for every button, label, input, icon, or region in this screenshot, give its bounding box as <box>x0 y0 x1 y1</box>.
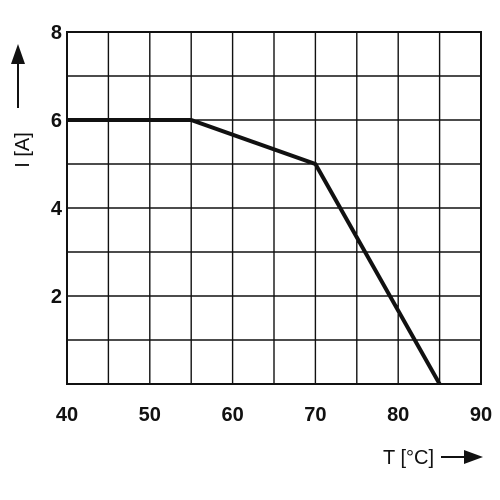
axes <box>66 31 482 385</box>
series <box>67 118 442 385</box>
x-axis-label: T [°C] <box>383 447 434 469</box>
y-axis-title: I [A] <box>11 44 34 168</box>
series-line <box>67 118 442 385</box>
y-tick-label: 8 <box>51 22 62 44</box>
x-tick-label: 80 <box>387 404 409 426</box>
y-tick-labels: 2 4 6 8 <box>51 22 63 308</box>
y-tick-label: 6 <box>51 110 62 132</box>
y-tick-label: 2 <box>51 286 62 308</box>
plot-frame <box>66 31 482 385</box>
x-tick-label: 90 <box>470 404 492 426</box>
grid <box>67 32 481 384</box>
y-axis-label: I [A] <box>12 132 34 168</box>
x-tick-label: 60 <box>221 404 243 426</box>
x-tick-label: 50 <box>139 404 161 426</box>
y-tick-label: 4 <box>51 198 63 220</box>
y-axis-arrowhead-icon <box>11 44 25 64</box>
x-tick-label: 70 <box>304 404 326 426</box>
x-axis-title: T [°C] <box>383 447 483 469</box>
x-tick-labels: 40 50 60 70 80 90 <box>56 404 492 426</box>
x-axis-arrowhead-icon <box>464 450 483 464</box>
x-tick-label: 40 <box>56 404 78 426</box>
